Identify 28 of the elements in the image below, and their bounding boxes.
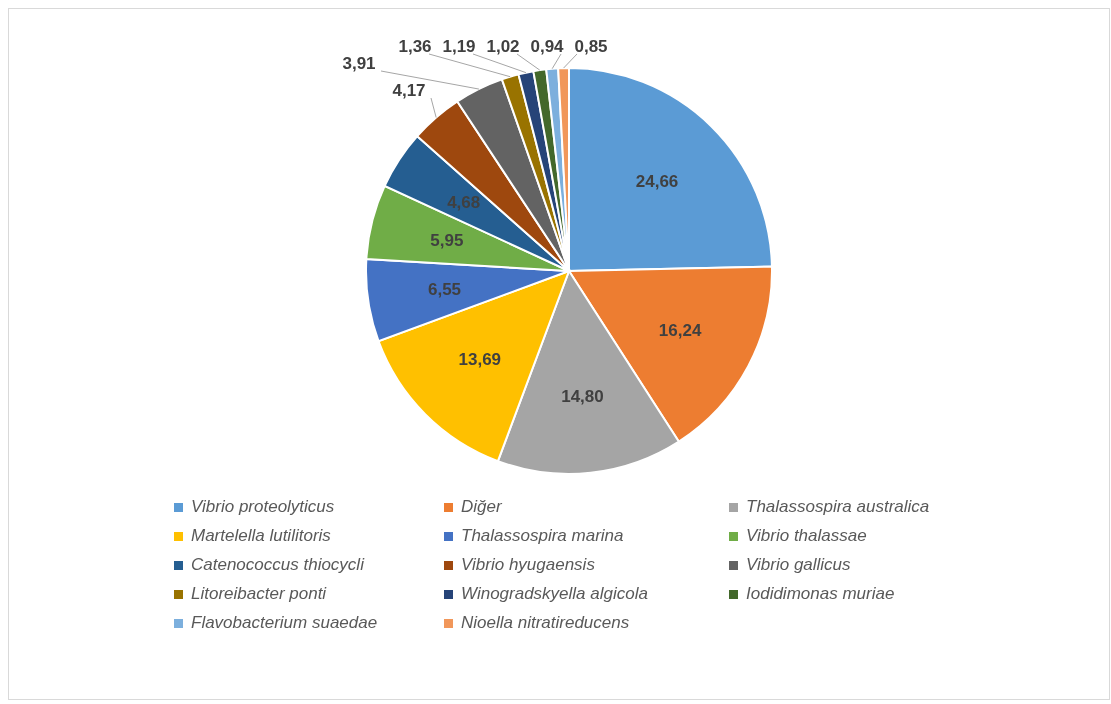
legend-label: Diğer: [460, 497, 503, 517]
legend-label: Vibrio gallicus: [745, 555, 852, 575]
legend-label: Vibrio proteolyticus: [190, 497, 336, 517]
data-label: 13,69: [458, 350, 502, 370]
legend-label: Vibrio hyugaensis: [460, 555, 596, 575]
legend-label: Thalassospira australica: [745, 497, 931, 517]
data-label: 16,24: [658, 320, 702, 340]
legend-label: Catenococcus thiocycli: [190, 555, 366, 575]
data-label: 0,85: [574, 36, 608, 56]
data-label: 4,17: [392, 80, 426, 100]
data-label: 1,36: [398, 36, 432, 56]
data-label: 1,19: [442, 36, 476, 56]
data-label: 0,94: [530, 36, 565, 56]
legend-label: Vibrio thalassae: [745, 526, 868, 546]
legend-label: Martelella lutilitoris: [190, 526, 332, 546]
data-label: 6,55: [427, 279, 462, 299]
data-label: 14,80: [561, 386, 604, 406]
legend-label: Litoreibacter ponti: [190, 584, 328, 604]
data-label: 24,66: [635, 171, 679, 191]
legend-label: Iodidimonas muriae: [745, 584, 896, 604]
data-label: 1,02: [486, 36, 520, 56]
legend-label: Thalassospira marina: [460, 526, 625, 546]
data-label: 4,68: [447, 192, 481, 212]
data-label: 5,95: [430, 230, 464, 250]
legend-label: Flavobacterium suaedae: [190, 613, 379, 633]
legend-label: Nioella nitratireducens: [460, 613, 631, 633]
data-label: 3,91: [342, 53, 376, 73]
legend-label: Winogradskyella algicola: [460, 584, 649, 604]
